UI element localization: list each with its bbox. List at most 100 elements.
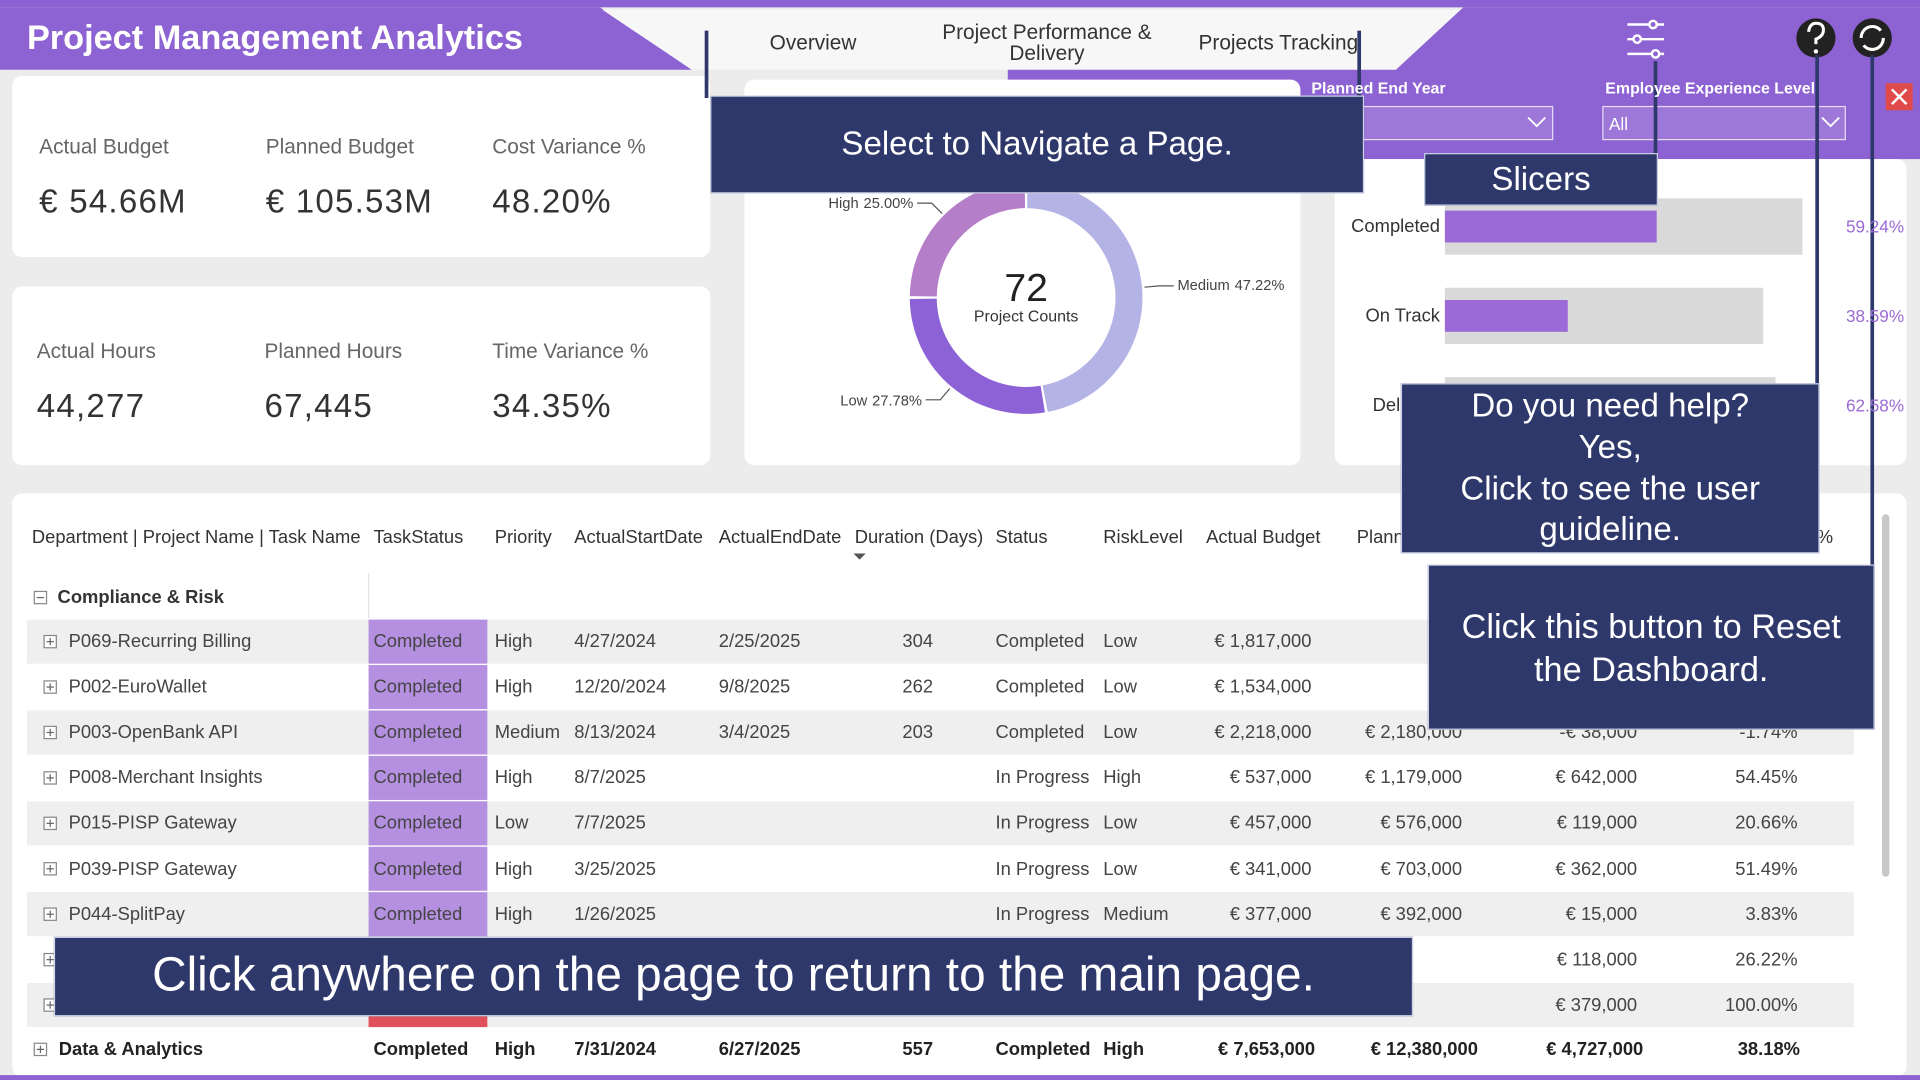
column-header[interactable]: ActualEndDate — [718, 527, 842, 548]
kpi-label: Time Variance % — [492, 339, 649, 364]
table-cell: 12/20/2024 — [574, 676, 667, 698]
kpi-card — [12, 286, 711, 466]
table-cell: 203 — [902, 722, 934, 743]
donut-slice — [1027, 181, 1143, 412]
nav-callout[interactable]: Select to Navigate a Page. — [710, 95, 1365, 194]
bottom-border — [0, 1075, 1920, 1080]
slicer-label: Planned End Year — [1311, 78, 1446, 98]
total-cell: 7/31/2024 — [574, 1038, 657, 1060]
table-cell: € 379,000 — [1555, 994, 1638, 1016]
column-header[interactable]: Department | Project Name | Task Name — [31, 527, 361, 548]
table-cell: In Progress — [995, 903, 1090, 925]
nav-tab[interactable]: Overview — [769, 31, 857, 55]
help-icon[interactable] — [1796, 18, 1836, 58]
table-cell: Completed — [373, 676, 463, 698]
kpi-value: 67,445 — [264, 387, 373, 425]
table-cell: € 2,218,000 — [1214, 722, 1312, 743]
table-cell: Completed — [373, 858, 463, 880]
row-shade — [26, 801, 1854, 846]
callout-text: Slicers — [1491, 159, 1591, 197]
kpi-label: Actual Hours — [36, 339, 156, 364]
slicer-callout[interactable]: Slicers — [1424, 153, 1658, 206]
status-cell — [368, 665, 488, 710]
table-cell: P015-PISP Gateway — [68, 812, 237, 834]
title: Project Management Analytics — [26, 18, 523, 57]
status-cell — [368, 710, 488, 755]
table-cell: Medium — [1103, 903, 1169, 925]
table-cell: Medium — [494, 722, 561, 743]
kpi-value: € 54.66M — [39, 183, 187, 220]
donut-value: 47.22% — [1234, 277, 1285, 295]
column-header[interactable]: Priority — [494, 527, 552, 548]
table-cell: P003-OpenBank API — [68, 722, 239, 743]
table-cell: Low — [1103, 722, 1137, 743]
close-button[interactable] — [1885, 83, 1913, 111]
kpi-card — [12, 75, 711, 258]
leader-line — [925, 388, 951, 401]
table-cell: 1/26/2025 — [574, 903, 657, 925]
nav-tab[interactable]: Projects Tracking — [1198, 31, 1359, 55]
bar-value: 59.24% — [1845, 216, 1905, 237]
scrollbar[interactable] — [1882, 514, 1890, 877]
status-cell — [368, 755, 488, 800]
bar — [1444, 300, 1568, 332]
status-cell — [368, 892, 488, 937]
callout-text: Click anywhere on the page to return to … — [152, 949, 1315, 1002]
callout-text: Yes, — [1578, 428, 1642, 466]
column-header[interactable]: Duration (Days) — [854, 527, 984, 548]
table-cell: In Progress — [995, 812, 1090, 834]
table-cell: Completed — [373, 812, 463, 834]
dropdown-arrow — [1527, 116, 1546, 128]
table-cell: P044-SplitPay — [68, 903, 185, 925]
bar-value: 62.58% — [1845, 395, 1905, 416]
reset-callout[interactable]: Click this button to Reset the Dashboard… — [1427, 564, 1875, 730]
status-cell — [368, 846, 488, 891]
column-header[interactable]: TaskStatus — [373, 527, 464, 548]
table-cell: 8/13/2024 — [574, 722, 657, 743]
donut-category: High — [828, 194, 859, 212]
sort-arrow[interactable] — [853, 553, 866, 560]
dropdown[interactable] — [1358, 105, 1554, 141]
kpi-label: Planned Hours — [264, 339, 403, 364]
donut-label: Low 27.78% — [840, 392, 922, 407]
table-cell: Completed — [373, 722, 463, 743]
column-header[interactable]: Actual Budget — [1206, 527, 1321, 548]
table-cell: Completed — [995, 722, 1085, 743]
table-cell: € 362,000 — [1555, 858, 1638, 880]
column-header[interactable]: ActualStartDate — [574, 527, 703, 548]
help-callout[interactable]: Do you need help? Yes, Click to see the us… — [1400, 383, 1820, 554]
donut-label: High 25.00% — [828, 196, 913, 211]
slicer-value[interactable]: All — [1608, 113, 1629, 134]
table-cell: 2/25/2025 — [718, 631, 801, 653]
table-cell: Completed — [373, 903, 463, 925]
table-cell: High — [494, 676, 533, 698]
bar — [1444, 210, 1657, 243]
top-border — [0, 0, 1920, 8]
title-banner — [0, 7, 692, 70]
slicer-label: Project Country — [1023, 78, 1144, 98]
table-cell: High — [1103, 767, 1142, 789]
table-cell: Low — [1103, 631, 1137, 653]
donut-slice — [909, 181, 1026, 297]
table-cell: € 703,000 — [1380, 858, 1463, 880]
filter-icon[interactable] — [1627, 19, 1665, 59]
table-cell: 304 — [902, 631, 934, 653]
dropdown[interactable] — [1602, 105, 1846, 141]
table-cell: Completed — [995, 676, 1085, 698]
total-cell: High — [494, 1038, 536, 1060]
total-cell: Data & Analytics — [58, 1038, 204, 1060]
status-cell — [368, 619, 488, 664]
nav-tab[interactable]: Project Performance & Delivery — [942, 20, 1152, 65]
column-header[interactable]: RiskLevel — [1103, 527, 1183, 548]
donut-category: Low — [840, 391, 868, 409]
table-cell: 100.00% — [1725, 994, 1798, 1016]
table-cell: High — [494, 631, 533, 653]
table-cell: 51.49% — [1735, 858, 1798, 880]
bar-category: On Track — [1365, 305, 1441, 327]
table-cell: € 1,534,000 — [1214, 676, 1312, 698]
reset-icon[interactable] — [1852, 18, 1892, 58]
kpi-label: Actual Budget — [39, 135, 169, 159]
return-callout[interactable]: Click anywhere on the page to return to … — [53, 936, 1414, 1017]
column-header[interactable]: Status — [995, 527, 1048, 548]
